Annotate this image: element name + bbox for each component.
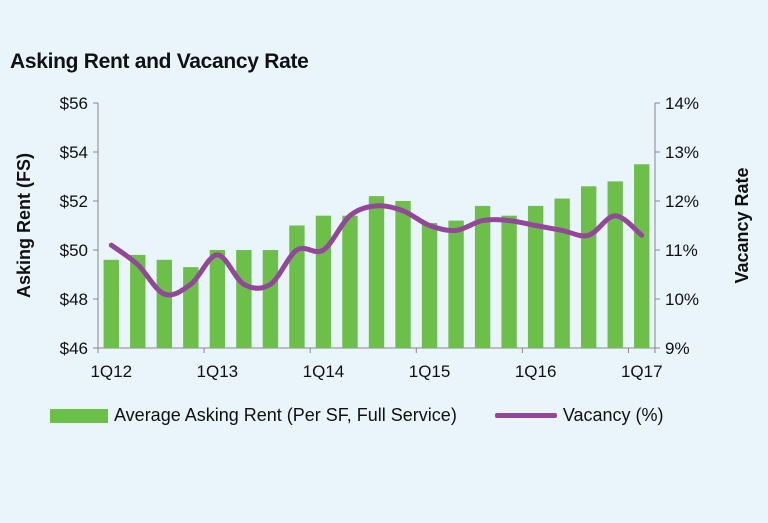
right-tick-label: 12% xyxy=(665,192,699,211)
rent-bar xyxy=(554,198,570,348)
legend-item-vacancy: Vacancy (%) xyxy=(494,405,664,426)
rent-bar xyxy=(103,259,119,348)
right-tick-label: 13% xyxy=(665,143,699,162)
left-tick-label: $46 xyxy=(60,339,88,358)
x-tick-label: 1Q17 xyxy=(621,362,663,381)
left-tick-label: $50 xyxy=(60,241,88,260)
rent-bar xyxy=(368,196,385,348)
legend-label-rent: Average Asking Rent (Per SF, Full Servic… xyxy=(114,405,457,425)
right-tick-label: 9% xyxy=(665,339,690,358)
legend-item-rent: Average Asking Rent (Per SF, Full Servic… xyxy=(50,405,457,426)
left-tick-label: $54 xyxy=(60,143,88,162)
legend-swatch-line xyxy=(494,413,557,418)
right-tick-label: 11% xyxy=(665,241,698,260)
chart-title: Asking Rent and Vacancy Rate xyxy=(10,50,309,73)
bar-series xyxy=(103,164,650,348)
rent-bar xyxy=(342,215,358,348)
rent-bar xyxy=(421,223,438,348)
x-tick-label: 1Q12 xyxy=(90,362,132,381)
right-tick-label: 14% xyxy=(665,94,699,113)
axes: $46 $48 $50 $52 $54 $56 9% 10% 11% 12% 13% 14% 1Q12 1… xyxy=(60,94,699,381)
rent-bar xyxy=(448,220,464,348)
y2-axis-title: Vacancy Rate xyxy=(732,167,752,283)
legend-label-vacancy: Vacancy (%) xyxy=(562,405,664,425)
left-tick-label: $48 xyxy=(60,290,88,309)
rent-bar xyxy=(209,250,226,348)
rent-bar xyxy=(501,215,517,348)
legend: Average Asking Rent (Per SF, Full Servic… xyxy=(50,405,664,426)
legend-swatch-bar xyxy=(50,408,108,423)
rent-bar xyxy=(130,254,146,348)
rent-bar xyxy=(634,164,650,348)
right-tick-label: 10% xyxy=(665,290,699,309)
rent-bar xyxy=(156,259,173,348)
rent-bar xyxy=(395,201,411,348)
rent-bar xyxy=(527,205,544,348)
line-series xyxy=(108,203,645,298)
x-tick-label: 1Q13 xyxy=(197,362,239,381)
rent-bar xyxy=(474,205,491,348)
vacancy-line xyxy=(108,203,645,298)
rent-bar xyxy=(580,186,597,348)
x-tick-label: 1Q15 xyxy=(409,362,451,381)
combo-chart: $46 $48 $50 $52 $54 $56 9% 10% 11% 12% 13% 14% 1Q12 1… xyxy=(14,94,752,381)
rent-bar xyxy=(315,215,332,348)
rent-bar xyxy=(262,250,279,348)
x-tick-label: 1Q14 xyxy=(303,362,345,381)
x-tick-label: 1Q16 xyxy=(515,362,557,381)
left-tick-label: $52 xyxy=(60,192,88,211)
left-tick-label: $56 xyxy=(60,94,88,113)
axis-labels: Asking Rent (FS) Vacancy Rate xyxy=(14,153,752,298)
y-axis-title: Asking Rent (FS) xyxy=(14,153,34,298)
rent-bar xyxy=(607,181,623,348)
rent-bar xyxy=(289,225,305,348)
rent-bar xyxy=(236,250,252,348)
